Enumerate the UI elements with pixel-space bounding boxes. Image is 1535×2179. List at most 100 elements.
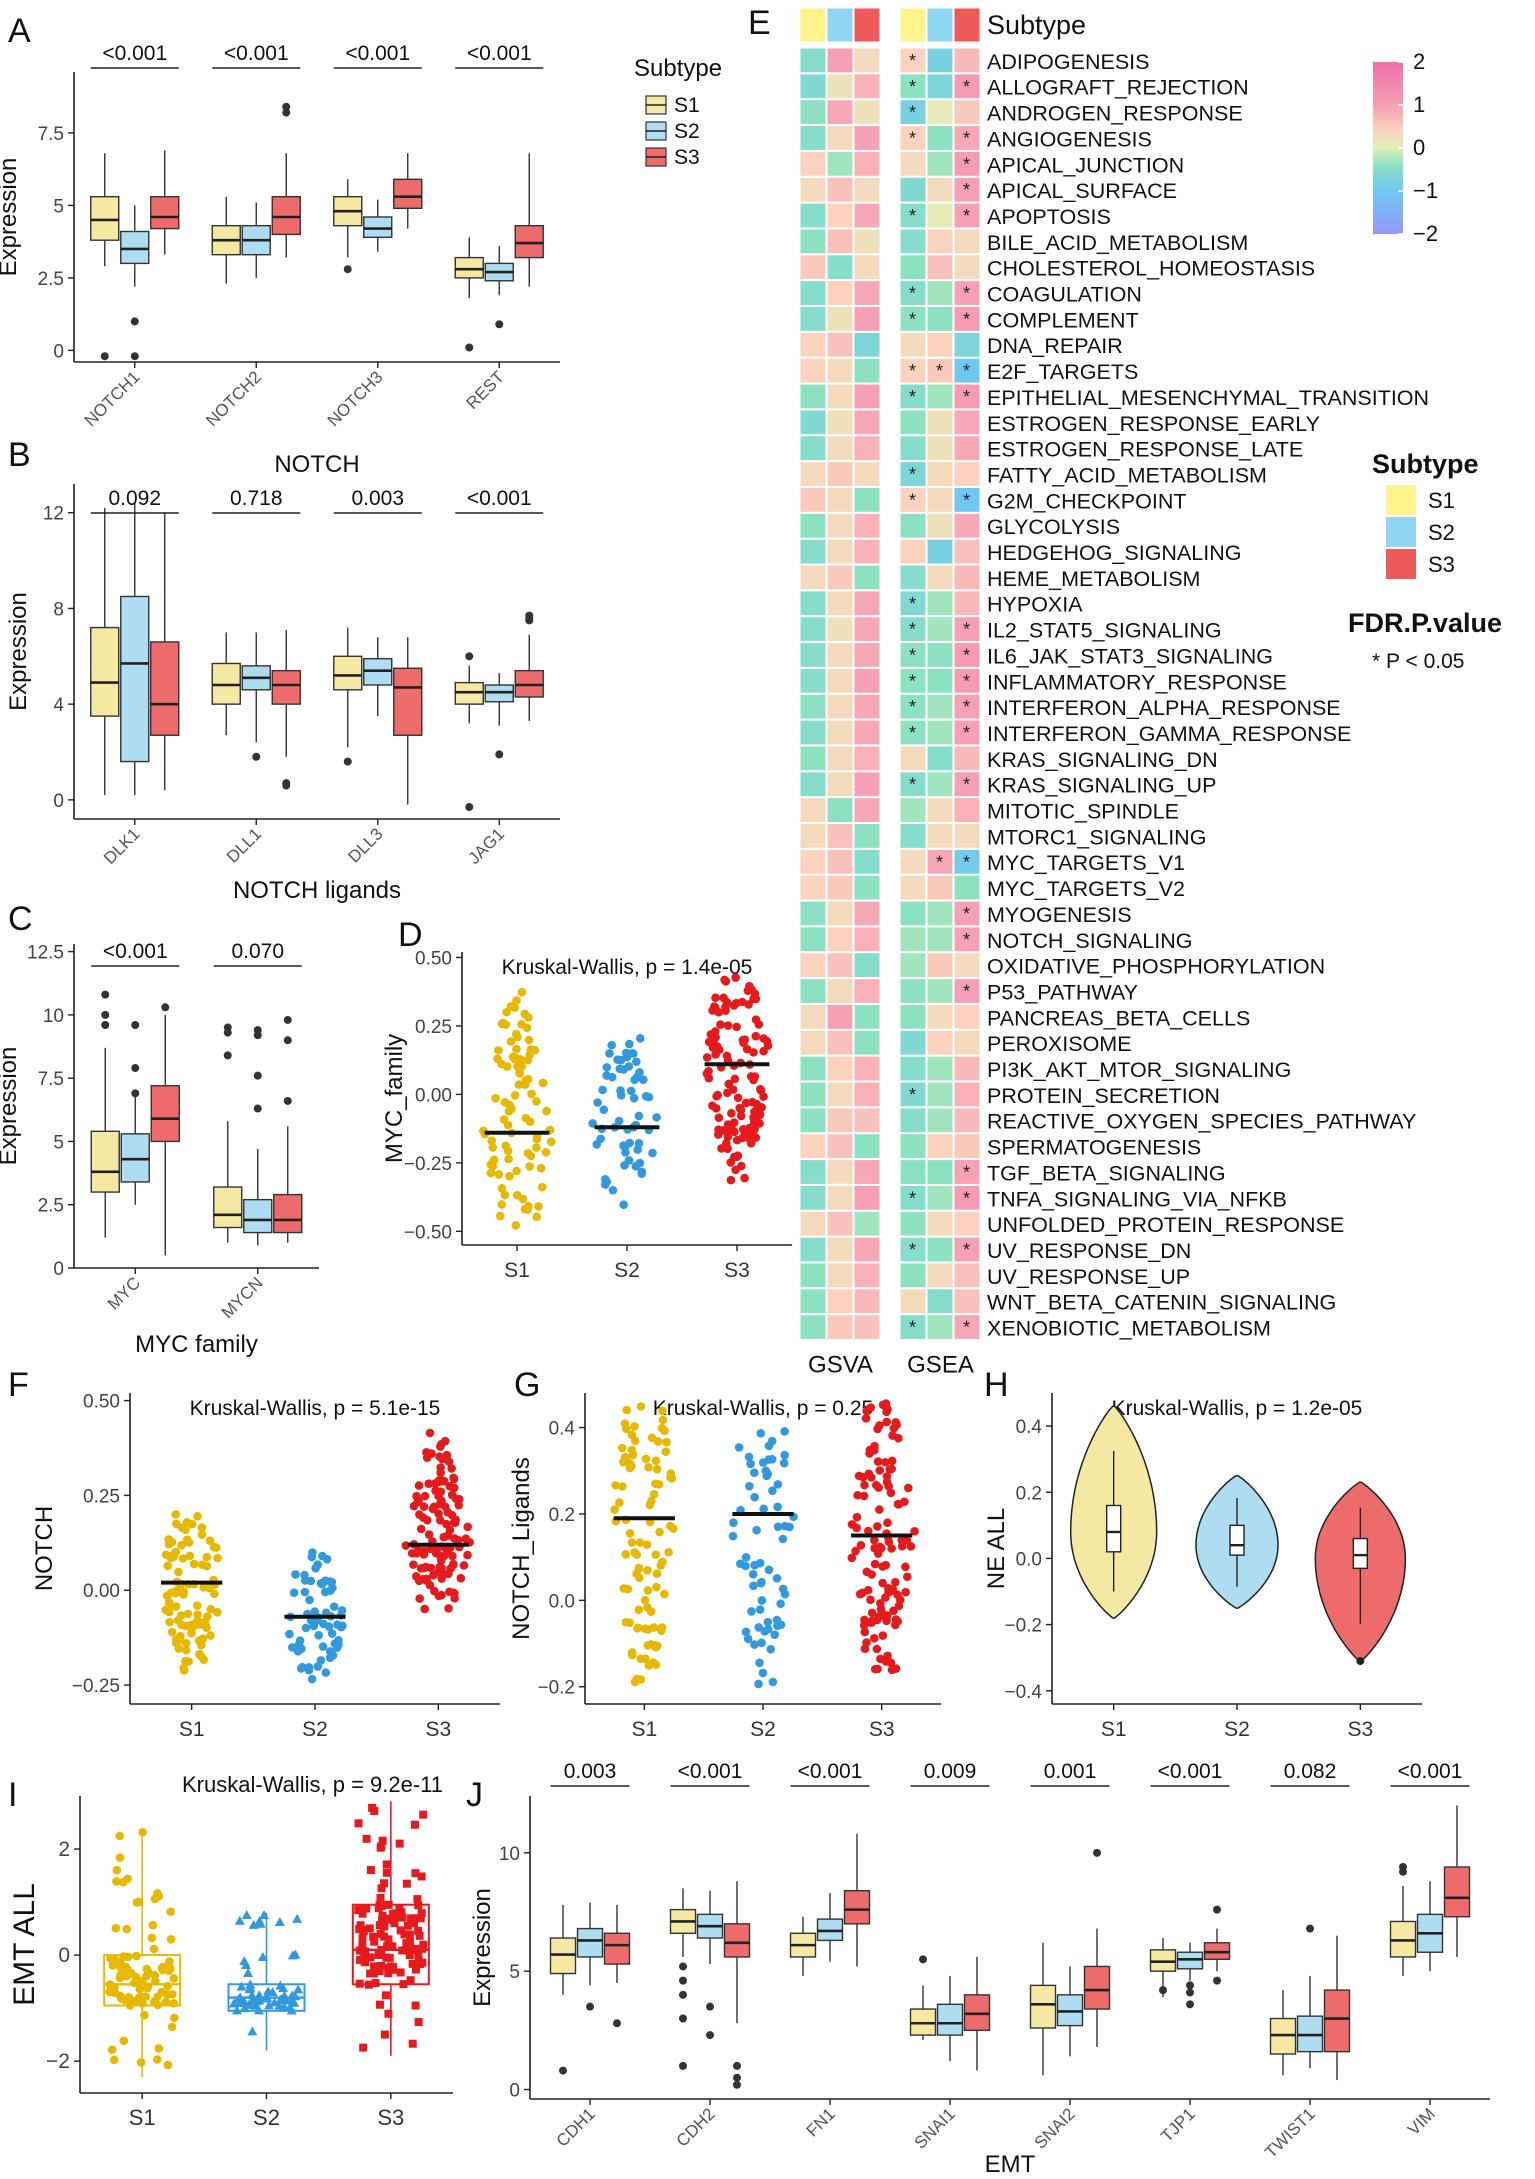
panel-d-point [615,1064,625,1074]
panel-c-mycn-s3-box-body [273,1193,303,1234]
panel-e-row-label: INTERFERON_GAMMA_RESPONSE [987,722,1351,746]
panel-f-point [435,1499,445,1509]
panel-e-cell [899,1055,927,1082]
panel-e-cell [826,667,854,694]
panel-e-cell [853,73,881,100]
panel-g-point [660,1589,669,1599]
panel-e-row-label: UNFOLDED_PROTEIN_RESPONSE [987,1213,1344,1237]
panel-i-point [365,1924,374,1933]
panel-g-point [780,1589,790,1599]
panel-e-cell [926,926,954,953]
panel-c-myc-s1-outlier [101,1010,110,1019]
panel-e-cell [899,176,927,203]
panel-e-cell [826,125,854,151]
panel-b-jag1-s1-outlier [465,803,474,812]
panel-b-dll3-s3-box-body [393,667,423,736]
panel-f-point [448,1551,457,1561]
panel-e-row-hypoxia [799,590,981,617]
panel-e-legend-title: Subtype [1372,449,1479,479]
panel-e-cell [826,280,854,306]
panel-e-cell [953,823,981,849]
panel-i-point [163,2060,173,2070]
panel-g-point [755,1558,765,1568]
panel-f-point [415,1510,424,1519]
panel-d-point [750,1124,759,1134]
panel-e-cell [953,642,981,668]
panel-c-y-tick-label: 0 [53,1259,64,1280]
panel-c-x-tick-label: MYCN [218,1273,267,1322]
panel-g-point [887,1665,897,1675]
panel-f-point [435,1551,445,1560]
panel-i-point [370,1937,379,1946]
panel-e-row-uv-response-up [799,1262,981,1289]
panel-j-snai1-s3-box [963,1956,991,2071]
panel-e-cell [799,926,827,953]
panel-d-point [525,1162,534,1171]
panel-g-point [643,1566,652,1575]
panel-a-rest-s3-box-body [514,224,544,259]
panel-e-cell [899,1288,927,1315]
panel-e-legend-label: S3 [1428,552,1455,577]
panel-i-point [242,1968,253,1978]
panel-j-fn1-s3-box [843,1833,871,1967]
panel-e-fdr-note: * P < 0.05 [1372,650,1464,673]
panel-j-pvalue: 0.003 [564,1760,617,1783]
panel-g-point [773,1502,782,1512]
panel-e-cell [926,693,954,720]
panel-e-cell [926,383,954,410]
panel-f-point [197,1523,207,1532]
panel-e-cell [799,254,827,281]
panel-e-header-s2 [826,7,854,43]
panel-e-cell [799,771,827,798]
panel-label-i: I [8,1776,17,1814]
panel-f-point [325,1653,335,1662]
panel-i-s2-group [227,1910,306,2051]
panel-e-group-label-gsva: GSVA [808,1352,873,1379]
panel-e-cell [926,150,954,177]
panel-e-row-label: P53_PATHWAY [987,980,1138,1004]
panel-d-point [541,1147,551,1157]
panel-e-row-label: KRAS_SIGNALING_UP [987,774,1216,798]
panel-j-snai1-s1-box [909,1955,937,2040]
panel-d-point [637,1167,647,1177]
panel-g-point [622,1424,631,1434]
panel-i-point [161,1997,171,2007]
panel-b-dlk1-s1-box [90,507,120,796]
panel-d-point [497,1059,506,1069]
panel-e-cell [953,254,981,281]
panel-d-point [495,1211,505,1221]
panel-e-row-reactive-oxygen-species-pathway [799,1107,981,1134]
panel-g-point [870,1535,879,1545]
panel-f-point [321,1668,331,1677]
panel-e-cell [926,900,954,927]
panel-d-point [602,1071,611,1080]
panel-b-dll1-s3-outlier [282,779,291,788]
panel-e-row-label: APICAL_JUNCTION [987,153,1184,177]
panel-e-cell [899,900,927,927]
panel-e-cell [926,1236,954,1263]
panel-e-cell [899,1029,927,1056]
panel-g-point [780,1427,789,1436]
panel-e-row-myc-targets-v1 [799,848,981,875]
panel-f-point [196,1652,206,1661]
panel-g-point [891,1577,900,1587]
panel-e-row-p53-pathway [799,978,981,1004]
panel-i-point [354,1906,363,1915]
panel-label-e: E [748,4,771,42]
panel-b-pvalue: 0.003 [351,487,404,510]
panel-g-point [634,1605,644,1615]
panel-e-cell [799,202,827,229]
panel-d-point [511,1221,521,1230]
panel-i-point [383,1942,392,1951]
panel-h-y-tick-label: −0.2 [1004,1616,1042,1637]
panel-a-notch1-s1-box [90,153,120,361]
panel-e-cell [853,1055,881,1082]
panel-e-cell [826,1262,854,1289]
panel-e-cell [953,1288,981,1315]
panel-g-point [661,1447,671,1456]
panel-e-cell [799,823,827,849]
panel-g-point [627,1538,637,1547]
panel-f-y-tick-label: 0.00 [83,1581,120,1602]
panel-b-dll3-s3-box [393,637,423,805]
panel-d-point [644,1092,654,1102]
